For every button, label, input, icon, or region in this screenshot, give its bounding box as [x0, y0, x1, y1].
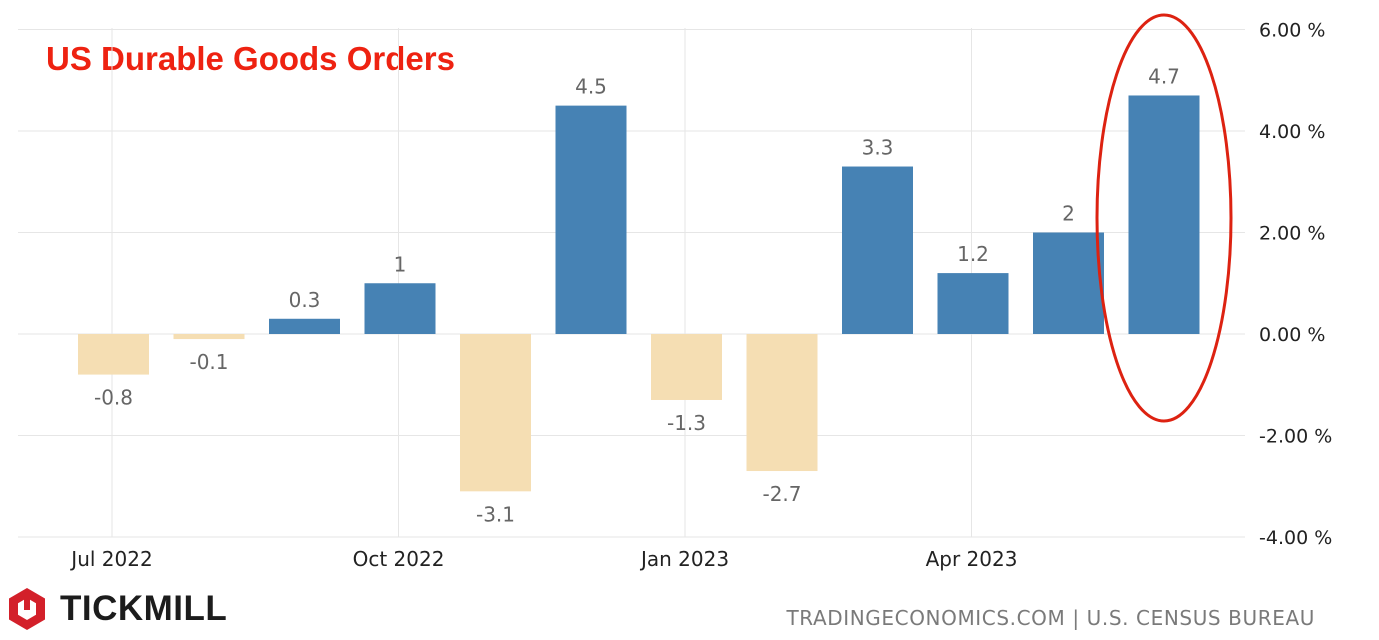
data-label: 1.2: [957, 242, 989, 266]
data-label: 1: [394, 252, 407, 276]
bar: [1033, 232, 1104, 334]
data-label: 4.7: [1148, 64, 1180, 88]
bar: [460, 334, 531, 492]
x-tick-label: Jan 2023: [639, 547, 729, 571]
bar: [555, 105, 627, 334]
source-credit: TRADINGECONOMICS.COM | U.S. CENSUS BUREA…: [786, 606, 1315, 630]
data-label: -2.7: [762, 482, 801, 506]
y-tick-label: -4.00 %: [1259, 527, 1332, 549]
data-label: -1.3: [667, 411, 706, 435]
bar: [651, 334, 722, 400]
y-tick-label: -2.00 %: [1259, 426, 1332, 448]
bar: [1128, 95, 1200, 334]
data-label: -0.8: [94, 386, 133, 410]
bar: [842, 166, 913, 334]
x-tick-label: Jul 2022: [69, 547, 152, 571]
data-label: -0.1: [189, 350, 228, 374]
x-tick-label: Oct 2022: [353, 547, 445, 571]
data-label: 0.3: [289, 288, 321, 312]
y-tick-label: 0.00 %: [1259, 324, 1325, 346]
brand-name: TICKMILL: [60, 589, 228, 628]
y-tick-label: 6.00 %: [1259, 20, 1325, 42]
bar: [364, 283, 436, 334]
data-label: 3.3: [862, 136, 894, 160]
y-tick-label: 2.00 %: [1259, 223, 1325, 245]
data-label: 4.5: [575, 75, 607, 99]
data-label: 2: [1062, 202, 1075, 226]
bar: [269, 318, 340, 334]
chart-title: US Durable Goods Orders: [46, 40, 455, 77]
tickmill-hexagon-logo-icon: [9, 588, 45, 630]
data-label: -3.1: [476, 502, 515, 526]
tickmill-brand: TICKMILL: [6, 586, 227, 632]
x-tick-label: Apr 2023: [926, 547, 1018, 571]
bar: [746, 334, 818, 472]
bar: [78, 334, 149, 375]
bar: [173, 334, 245, 340]
y-tick-label: 4.00 %: [1259, 121, 1325, 143]
bar: [937, 273, 1009, 334]
highlight-ellipse: [1095, 13, 1233, 423]
